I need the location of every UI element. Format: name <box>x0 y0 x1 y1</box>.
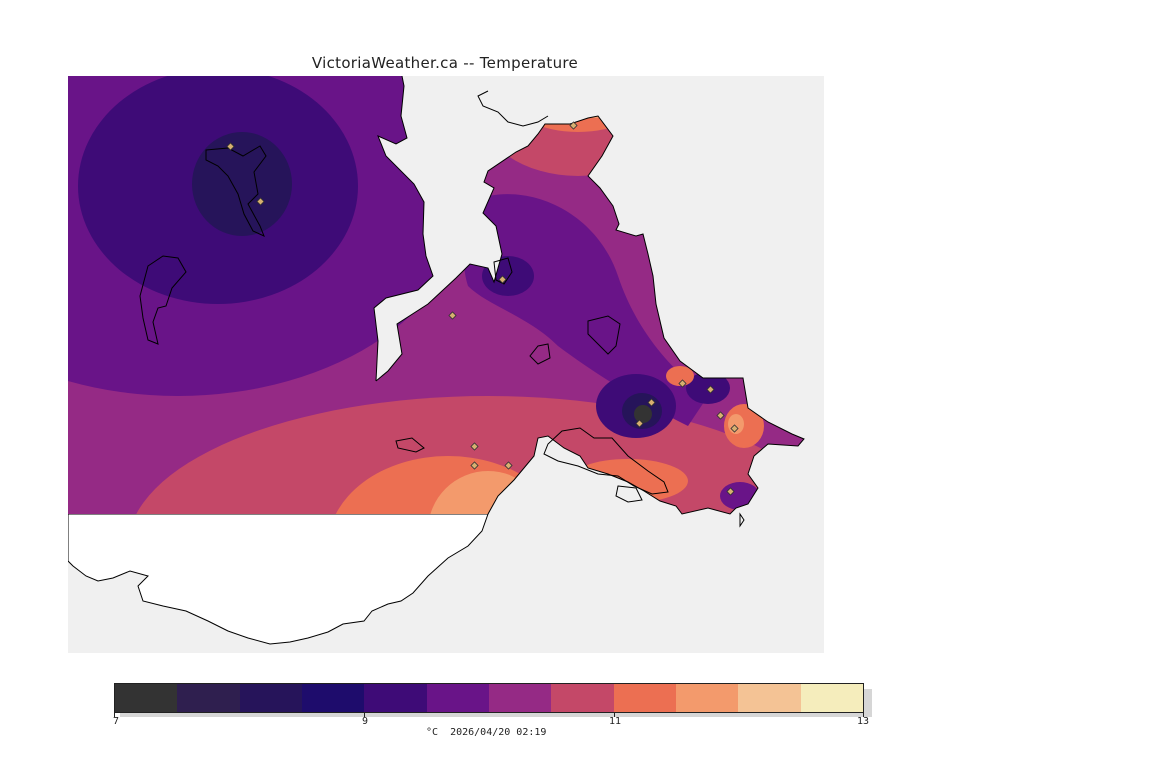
colorbar-segment <box>301 684 365 712</box>
colorbar-tick <box>114 712 115 717</box>
colorbar-segment <box>738 684 801 712</box>
colorbar-tick <box>614 712 615 717</box>
station-marker[interactable] <box>635 419 644 428</box>
unit-timestamp: °C 2026/04/20 02:19 <box>426 727 547 738</box>
colorbar-tick <box>863 712 864 717</box>
colorbar-segment <box>488 684 552 712</box>
temperature-map <box>68 76 824 653</box>
colorbar-segment <box>613 684 676 712</box>
colorbar-segment <box>800 684 863 712</box>
station-marker[interactable] <box>448 311 457 320</box>
colorbar-segment <box>177 684 240 712</box>
colorbar-tick <box>364 712 365 717</box>
station-marker[interactable] <box>226 142 235 151</box>
chart-title: VictoriaWeather.ca -- Temperature <box>311 54 579 72</box>
station-marker[interactable] <box>726 487 735 496</box>
station-marker[interactable] <box>470 442 479 451</box>
colorbar-segment <box>426 684 489 712</box>
station-marker[interactable] <box>706 385 715 394</box>
station-marker[interactable] <box>470 461 479 470</box>
colorbar-segment <box>551 684 614 712</box>
station-marker[interactable] <box>256 197 265 206</box>
station-marker[interactable] <box>716 411 725 420</box>
station-marker[interactable] <box>647 398 656 407</box>
colorbar-tick-label: 7 <box>112 716 120 727</box>
coastlines <box>139 76 805 528</box>
station-marker[interactable] <box>730 424 739 433</box>
colorbar-segment <box>364 684 427 712</box>
colorbar-segment <box>239 684 302 712</box>
station-marker[interactable] <box>569 121 578 130</box>
weather-stations <box>226 121 739 496</box>
colorbar <box>114 683 864 713</box>
colorbar-tick-label: 13 <box>856 716 870 727</box>
map-canvas <box>68 76 824 653</box>
station-marker[interactable] <box>678 379 687 388</box>
colorbar-tick-label: 11 <box>608 716 622 727</box>
station-marker[interactable] <box>504 461 513 470</box>
colorbar-segment <box>115 684 178 712</box>
colorbar-segment <box>675 684 739 712</box>
land-nodata <box>68 513 489 645</box>
station-marker[interactable] <box>498 275 507 284</box>
colorbar-tick-label: 9 <box>361 716 369 727</box>
